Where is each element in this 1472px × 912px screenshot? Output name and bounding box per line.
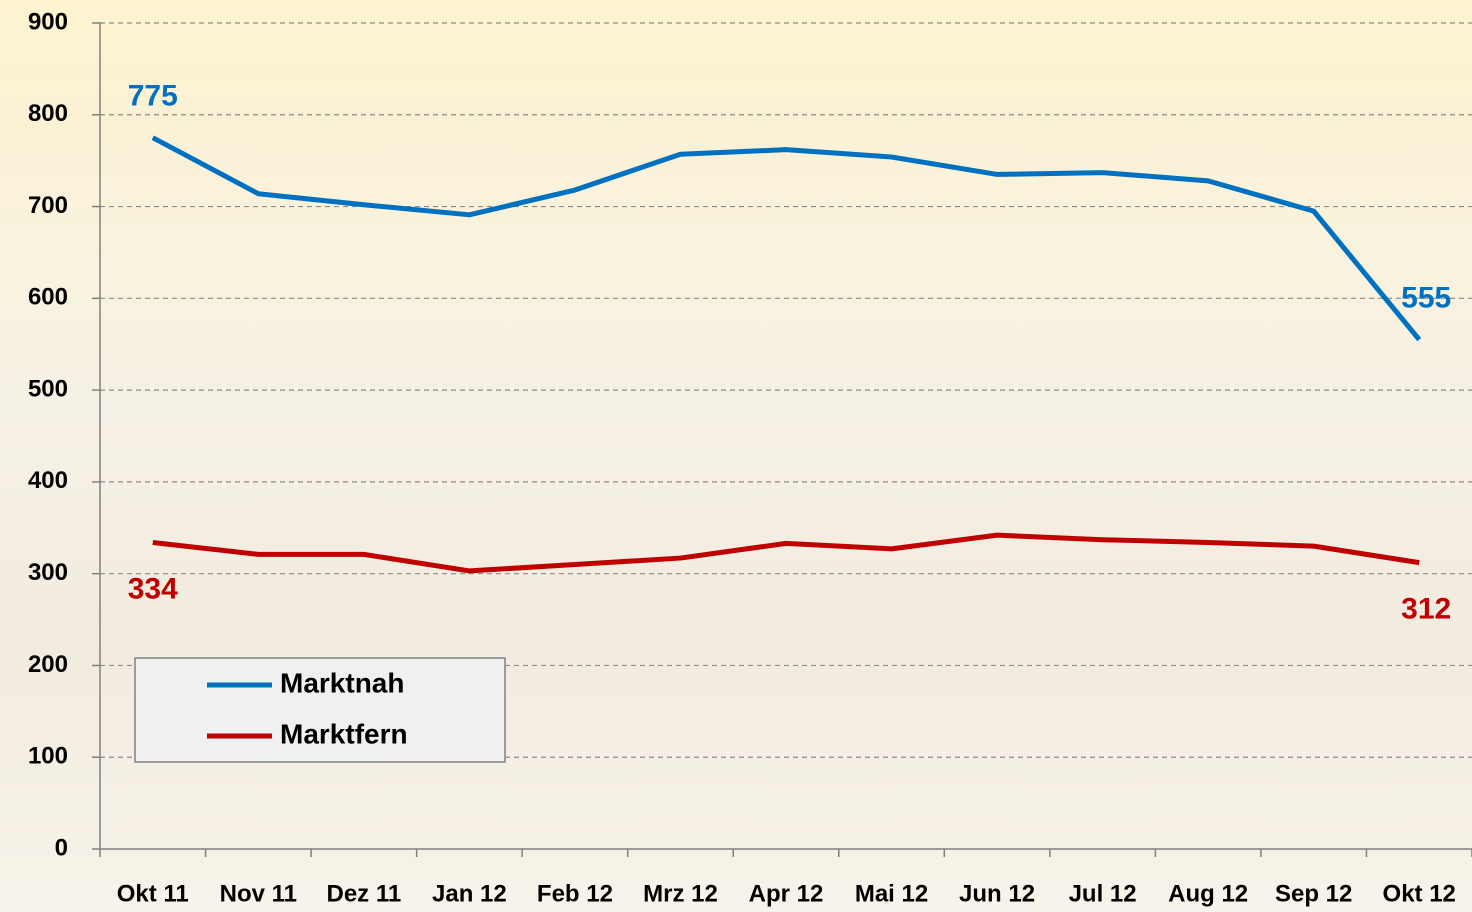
series-line [152, 532, 1420, 574]
x-tick-label: Dez 11 [326, 880, 401, 907]
x-tick-label: Jul 12 [1069, 880, 1137, 907]
y-tick-label: 700 [28, 192, 68, 219]
y-tick-label: 500 [28, 375, 68, 402]
data-label: 334 [128, 572, 178, 605]
x-tick-label: Nov 11 [220, 880, 297, 907]
x-tick-label: Feb 12 [537, 880, 613, 907]
x-tick-label: Okt 11 [117, 880, 189, 907]
data-label: 555 [1401, 282, 1451, 315]
y-tick-label: 800 [28, 100, 68, 127]
y-tick-label: 400 [28, 467, 68, 494]
legend-box [134, 657, 506, 763]
x-tick-label: Aug 12 [1168, 880, 1248, 907]
series-line [151, 135, 1422, 342]
x-tick-label: Sep 12 [1275, 880, 1352, 907]
x-tick-label: Mrz 12 [643, 880, 718, 907]
x-tick-label: Jan 12 [432, 880, 507, 907]
y-tick-label: 300 [28, 559, 68, 586]
legend-label: Marktnah [280, 667, 404, 698]
y-tick-label: 200 [28, 651, 68, 678]
data-label: 775 [128, 80, 178, 113]
x-tick-label: Apr 12 [749, 880, 824, 907]
y-tick-label: 0 [55, 834, 68, 861]
x-tick-label: Mai 12 [855, 880, 928, 907]
y-tick-label: 900 [28, 8, 68, 35]
x-tick-label: Jun 12 [959, 880, 1035, 907]
y-tick-label: 600 [28, 284, 68, 311]
y-tick-label: 100 [28, 743, 68, 770]
legend-label: Marktfern [280, 718, 408, 749]
x-tick-label: Okt 12 [1383, 880, 1456, 907]
data-label: 312 [1401, 593, 1451, 626]
